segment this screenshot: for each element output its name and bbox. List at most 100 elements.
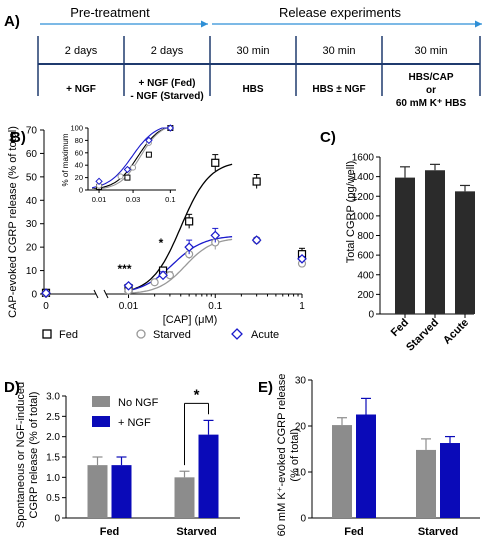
- eChart-bar-starved-1: [440, 443, 460, 518]
- panel-b-ylabel: CAP-evoked CGRP release (% of total): [7, 126, 19, 318]
- panel-b-fit-fed: [124, 163, 233, 292]
- legend-ngf-swatch: [92, 416, 110, 427]
- condition-label-4-0: HBS/CAP: [408, 72, 453, 83]
- legend-no-ngf-swatch: [92, 396, 110, 407]
- inset-xtick-label-0: 0.01: [92, 195, 107, 204]
- panel-b-ytick-label-3: 30: [26, 219, 38, 230]
- panel-b-inset: 0 20 40 60 80 100 0.01 0.03 0.1 % of maximum: [61, 124, 179, 204]
- eChart-ytick-label-3: 30: [295, 376, 307, 387]
- panel-b-point-acute-1: [123, 280, 134, 291]
- inset-point-acute-0: [95, 177, 103, 186]
- panel-b-axes: 0 10 20 30 40 50 60 70 0 0.01 0.1 1: [26, 126, 305, 313]
- dYlabel-line-0: Spontaneous or NGF-induced: [15, 382, 27, 528]
- panel-c-ytick-label-2: 400: [357, 270, 374, 281]
- inset-ylabel-group: % of maximum: [61, 133, 70, 186]
- panel-c-ytick-label-3: 600: [357, 251, 374, 262]
- panel-d: D) Spontaneous or NGF-induced CGRP releas…: [4, 379, 240, 538]
- duration-label-0: 2 days: [65, 45, 98, 57]
- panel-c-ytick-label-8: 1600: [352, 153, 375, 164]
- panel-b-ytick-label-5: 50: [26, 172, 38, 183]
- panel-b-ytick-label-0: 0: [31, 290, 37, 301]
- phase-release-label: Release experiments: [279, 5, 402, 20]
- panel-d-legend: No NGF + NGF: [92, 396, 159, 429]
- panel-c-ytick-label-6: 1200: [352, 192, 375, 203]
- panel-c-ytick-label-4: 800: [357, 231, 374, 242]
- dChart-ytick-label-2: 1.0: [46, 473, 60, 484]
- panel-b-ytick-label-1: 10: [26, 266, 38, 277]
- panel-c-ytick-label-5: 1000: [352, 211, 375, 222]
- eChart-ytick-label-0: 0: [300, 514, 306, 525]
- inset-ytick-label-5: 100: [70, 124, 83, 133]
- conditions: + NGF + NGF (Fed) - NGF (Starved) HBS HBS ± …: [66, 72, 466, 109]
- panel-c: C) Total CGRP (pg/well) 0 200 400 600 800 100…: [320, 129, 475, 354]
- duration-label-3: 30 min: [322, 45, 355, 57]
- inset-xtick-label-2: 0.1: [165, 195, 175, 204]
- inset-xtick-label-1: 0.03: [126, 195, 141, 204]
- dChart-xtick-label-fed: Fed: [100, 526, 120, 538]
- panel-b-label: B): [10, 129, 26, 146]
- panel-d-label: D): [4, 379, 20, 396]
- panel-e: E) 60 mM K⁺-evoked CGRP release (% of tot…: [258, 374, 480, 538]
- legend-starved-marker: [136, 329, 146, 339]
- panel-b-point-acute-2: [158, 270, 168, 281]
- panel-b-xtick-label-0: 0: [43, 301, 49, 312]
- eChart-bar-starved-0: [416, 449, 436, 518]
- panel-b-point-fed-5: [252, 177, 261, 186]
- dChart-bar-starved-1: [198, 434, 219, 518]
- inset-point-fed-2: [145, 151, 152, 158]
- panel-c-bar-starved: [425, 170, 445, 314]
- panel-c-ytick-label-1: 200: [357, 290, 374, 301]
- panel-b-point-acute-3: [184, 242, 194, 252]
- dChart-bar-starved-0: [174, 477, 195, 518]
- inset-ytick-label-0: 0: [79, 186, 83, 195]
- panel-b-ytick-label-7: 70: [26, 126, 38, 137]
- inset-point-starved-1: [117, 173, 124, 180]
- dYlabel-group: Spontaneous or NGF-induced CGRP release (…: [15, 382, 40, 528]
- panel-d-chart: 0 0.5 1.0 1.5 2.0 2.5 3.0 Fed Starved *: [46, 386, 240, 538]
- dChart-bar-fed-0: [87, 465, 108, 518]
- timeline-ticks: [37, 36, 481, 96]
- legend-no-ngf-label: No NGF: [118, 397, 159, 409]
- eChart-xtick-label-starved: Starved: [418, 526, 458, 538]
- panel-c-xtick-group-1: Starved: [404, 317, 441, 354]
- durations: 2 days 2 days 30 min 30 min 30 min: [65, 45, 448, 57]
- eYlabel-group: 60 mM K⁺-evoked CGRP release (% of total): [276, 374, 301, 537]
- panel-b-ytick-label-4: 40: [26, 196, 38, 207]
- panel-d-ylabel: Spontaneous or NGF-induced CGRP release (…: [15, 382, 40, 528]
- panel-c-bar-fed: [395, 177, 415, 314]
- panel-b-legend: Fed Starved Acute: [42, 328, 279, 341]
- panel-d-significance: *: [194, 386, 200, 403]
- panel-b-point-acute-4: [210, 230, 221, 241]
- inset-fit-starved: [92, 127, 170, 190]
- panel-b-ytick-label-6: 60: [26, 149, 38, 160]
- duration-label-2: 30 min: [236, 45, 269, 57]
- panel-c-bar-acute: [455, 191, 475, 314]
- eChart-xtick-label-fed: Fed: [344, 526, 364, 538]
- inset-point-acute-3: [166, 124, 175, 132]
- panel-e-ylabel: 60 mM K⁺-evoked CGRP release (% of total): [276, 374, 301, 537]
- condition-label-0-0: + NGF: [66, 84, 96, 95]
- inset-point-acute-1: [123, 165, 132, 174]
- legend-fed-marker: [42, 329, 52, 339]
- panel-c-ytick-label-0: 0: [368, 310, 374, 321]
- dChart-bar-fed-1: [111, 465, 132, 518]
- panel-b-point-acute-0: [41, 288, 51, 298]
- condition-label-4-1: or: [426, 85, 436, 96]
- inset-ylabel: % of maximum: [61, 133, 70, 186]
- inset-ytick-label-4: 80: [75, 136, 83, 145]
- legend-acute-marker: [231, 328, 243, 340]
- dChart-ytick-label-3: 1.5: [46, 453, 60, 464]
- legend-fed-label: Fed: [59, 329, 78, 341]
- legend-ngf-label: + NGF: [118, 417, 151, 429]
- dChart-ytick-label-4: 2.0: [46, 432, 60, 443]
- panel-a: A) Pre-treatment Release experiments 2 d…: [4, 5, 482, 109]
- panel-a-label: A): [4, 13, 20, 30]
- eChart-bar-fed-0: [332, 425, 352, 518]
- panel-c-xtick-group-0: Fed: [389, 317, 411, 339]
- condition-label-3-0: HBS ± NGF: [312, 84, 365, 95]
- inset-ytick-label-2: 40: [75, 161, 83, 170]
- panel-b: B) CAP-evoked CGRP release (% of total) …: [7, 124, 307, 341]
- panel-e-label: E): [258, 379, 273, 396]
